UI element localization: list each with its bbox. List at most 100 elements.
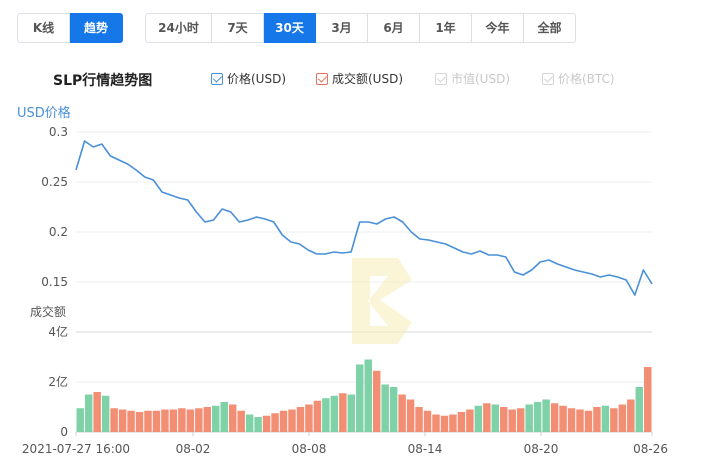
volume-bar — [584, 410, 593, 432]
legend-volume-usd[interactable]: 成交额(USD) — [316, 70, 403, 87]
checkbox-icon[interactable] — [435, 72, 447, 85]
volume-bar — [508, 409, 516, 432]
chart-title: SLP行情趋势图 — [53, 73, 153, 89]
price-tick-label: 0.15 — [41, 275, 68, 289]
x-tick-label: 08-08 — [292, 442, 327, 456]
volume-bar — [381, 384, 389, 432]
volume-bar — [457, 412, 466, 432]
volume-axis-ticks: 4亿 2亿 0 — [48, 324, 68, 439]
volume-bar — [398, 394, 406, 432]
x-tick-label: 08-26 — [633, 442, 668, 456]
volume-bar — [212, 405, 220, 432]
volume-bar — [364, 359, 372, 432]
legend-label: 市值(USD) — [451, 72, 511, 86]
volume-bar — [432, 414, 440, 432]
volume-bar — [313, 400, 322, 432]
legend-price-usd[interactable]: 价格(USD) — [211, 70, 286, 87]
volume-bar — [500, 407, 508, 432]
volume-bar — [254, 417, 262, 432]
volume-bar — [627, 399, 635, 432]
price-tick-label: 0.25 — [41, 175, 68, 189]
volume-bar — [635, 387, 644, 432]
volume-bar — [237, 410, 245, 432]
volume-bar — [93, 392, 101, 432]
price-tick-label: 0.3 — [49, 125, 68, 139]
volume-bar — [474, 405, 483, 432]
legend-price-btc[interactable]: 价格(BTC) — [542, 70, 615, 87]
price-axis-ticks: 0.3 0.25 0.2 0.15 — [41, 125, 68, 289]
volume-bar — [406, 399, 415, 432]
x-tick-label: 08-02 — [176, 442, 211, 456]
checkbox-icon[interactable] — [316, 72, 328, 85]
volume-bar — [372, 370, 381, 432]
volume-bar — [296, 407, 305, 432]
volume-bar — [491, 404, 500, 432]
price-line — [75, 140, 653, 296]
volume-bar — [576, 409, 584, 432]
legend-label: 价格(USD) — [227, 72, 287, 86]
time-range-tab-7[interactable]: 今年 — [472, 13, 524, 43]
volume-bar — [567, 408, 576, 432]
volume-bar — [559, 405, 567, 432]
volume-bar — [144, 410, 152, 432]
volume-bar — [127, 410, 135, 432]
checkbox-icon[interactable] — [211, 72, 223, 85]
volume-bar — [347, 394, 356, 432]
chart-type-tab-2[interactable]: 趋势 — [70, 13, 123, 43]
volume-bar — [423, 410, 432, 432]
volume-bar — [220, 402, 228, 432]
price-tick-label: 0.2 — [49, 225, 68, 239]
time-range-tab-8[interactable]: 全部 — [524, 13, 576, 43]
volume-bar — [178, 408, 186, 432]
time-range-tab-6[interactable]: 1年 — [420, 13, 472, 43]
price-line-group — [75, 140, 653, 296]
x-tick-label: 2021-07-27 16:00 — [22, 442, 130, 456]
volume-bar — [228, 404, 237, 432]
time-range-tabs: 24小时 7天 30天 3月 6月 1年 今年 全部 — [145, 13, 576, 43]
volume-bar — [516, 408, 525, 432]
volume-bar — [203, 407, 212, 432]
volume-bar — [593, 407, 601, 432]
volume-tick-label: 2亿 — [48, 374, 68, 389]
volume-bar — [466, 409, 474, 432]
volume-bar — [288, 409, 296, 432]
volume-bar — [339, 393, 347, 432]
legend-market-cap[interactable]: 市值(USD) — [435, 70, 510, 87]
volume-bar — [186, 409, 195, 432]
volume-bar — [618, 404, 627, 432]
volume-bar — [76, 408, 84, 432]
volume-bar — [84, 394, 93, 432]
volume-bar — [644, 367, 652, 432]
time-range-tab-1[interactable]: 24小时 — [145, 13, 212, 43]
volume-bar — [601, 405, 610, 432]
chart-type-tabs: K线 趋势 — [17, 13, 123, 43]
x-tick-label: 08-20 — [524, 442, 559, 456]
legend-label: 价格(BTC) — [558, 72, 615, 86]
volume-bar — [305, 404, 313, 432]
volume-bar — [389, 387, 398, 432]
volume-axis-title: 成交额 — [30, 304, 66, 319]
volume-bar — [440, 415, 449, 432]
volume-bar — [195, 408, 203, 432]
volume-bar — [118, 409, 127, 432]
volume-bar — [169, 409, 178, 432]
checkbox-icon[interactable] — [542, 72, 554, 85]
time-range-tab-5[interactable]: 6月 — [368, 13, 420, 43]
volume-bar — [550, 403, 559, 432]
time-range-tab-4[interactable]: 3月 — [316, 13, 368, 43]
time-axis-ticks: 2021-07-27 16:00 08-02 08-08 08-14 08-20 08-2… — [22, 432, 668, 456]
volume-bar — [415, 407, 423, 432]
x-tick-label: 08-14 — [408, 442, 443, 456]
volume-bar — [245, 414, 254, 432]
time-range-tab-3[interactable]: 30天 — [264, 13, 316, 43]
time-range-tab-2[interactable]: 7天 — [212, 13, 264, 43]
volume-bar — [610, 408, 618, 432]
volume-bar — [279, 410, 288, 432]
volume-bar — [356, 364, 364, 432]
volume-bar — [322, 398, 330, 432]
volume-bar — [262, 415, 271, 432]
volume-bar — [533, 402, 542, 432]
volume-bar — [101, 395, 110, 432]
chart-type-tab-1[interactable]: K线 — [17, 13, 70, 43]
